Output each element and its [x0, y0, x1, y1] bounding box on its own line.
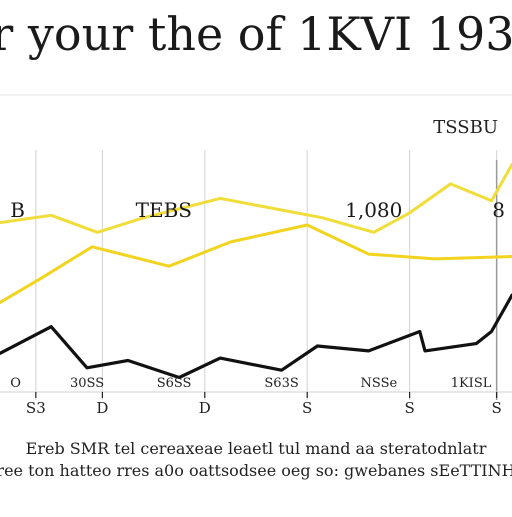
- chart-title-group: ear your the of 1KVI 1931S TSSBU: [0, 7, 512, 138]
- chart-title: ear your the of 1KVI 1931S: [0, 7, 512, 61]
- x-tick-label: S: [491, 399, 501, 417]
- point-label: 1KISL: [451, 376, 492, 391]
- grid-group: [0, 150, 512, 400]
- label-group: B TEBS 1,080 8 O 30SS S6SS S63S NSSe 1KISL S3 D D S S S: [10, 198, 505, 417]
- series-group: [0, 163, 512, 380]
- x-tick-label: S3: [26, 399, 46, 417]
- series-line-middle: [0, 223, 512, 304]
- point-label: 30SS: [70, 376, 104, 391]
- series-line-upper: [0, 163, 512, 234]
- footer-line: eree ton hatteo rres a0o oattsodsee oeg …: [0, 461, 512, 480]
- point-label: NSSe: [361, 376, 398, 391]
- footer-group: Ereb SMR tel cereaxeae leaetl tul mand a…: [0, 439, 512, 480]
- point-label: S63S: [264, 376, 298, 391]
- x-tick-label: D: [96, 399, 108, 417]
- top-value-label: TEBS: [136, 198, 192, 222]
- series-line-lower: [0, 293, 512, 380]
- x-tick-label: S: [302, 399, 312, 417]
- top-right-label: TSSBU: [433, 117, 498, 138]
- top-value-label: 8: [492, 198, 505, 222]
- x-tick-label: D: [199, 399, 211, 417]
- point-label: S6SS: [157, 376, 192, 391]
- top-value-label: B: [10, 198, 25, 222]
- top-value-label: 1,080: [345, 198, 402, 222]
- x-tick-label: S: [404, 399, 414, 417]
- point-label: O: [10, 376, 21, 391]
- footer-line: Ereb SMR tel cereaxeae leaetl tul mand a…: [26, 439, 487, 458]
